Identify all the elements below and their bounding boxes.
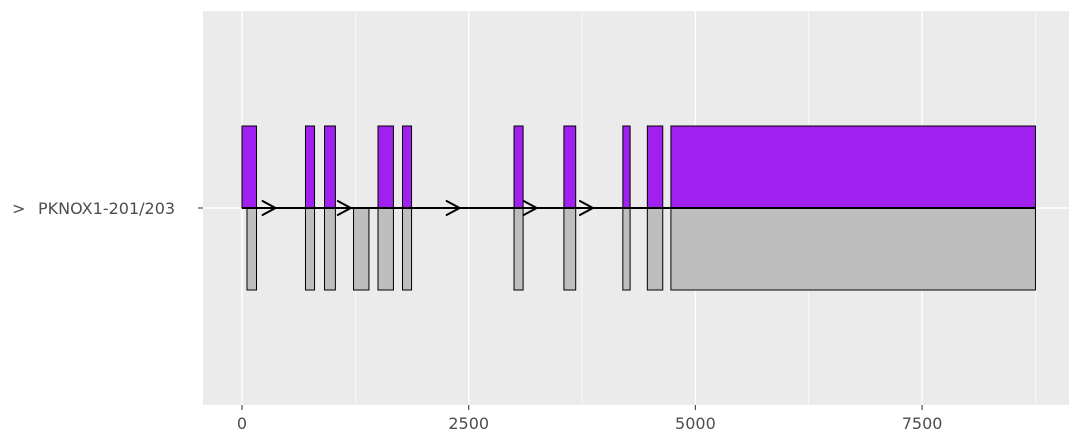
track-label: PKNOX1-201/203 bbox=[38, 199, 175, 218]
exon-block-isoform-b bbox=[401, 207, 413, 291]
exon-block-isoform-a bbox=[377, 125, 394, 209]
x-tick-label: 7500 bbox=[902, 414, 943, 433]
x-axis: 0 2500 5000 7500 bbox=[237, 405, 943, 433]
exon-block-isoform-a bbox=[401, 125, 413, 209]
exon-block-isoform-a bbox=[646, 125, 664, 209]
exon-block-isoform-b bbox=[670, 207, 1036, 291]
direction-arrow bbox=[336, 200, 352, 216]
exon-block-isoform-b bbox=[563, 207, 577, 291]
exon-block-isoform-b bbox=[353, 207, 370, 291]
exon-block-isoform-a bbox=[324, 125, 336, 209]
exon-block-isoform-a bbox=[513, 125, 524, 209]
exon-block-isoform-b bbox=[513, 207, 524, 291]
exon-block-isoform-a bbox=[670, 125, 1036, 209]
exon-block-isoform-b bbox=[246, 207, 258, 291]
exon-block-isoform-b bbox=[324, 207, 336, 291]
y-axis: > PKNOX1-201/203 bbox=[12, 199, 203, 218]
x-tick-label: 0 bbox=[237, 414, 247, 433]
track-strand-glyph: > bbox=[12, 199, 25, 218]
exon-block-isoform-a bbox=[622, 125, 631, 209]
direction-arrow bbox=[578, 200, 594, 216]
exon-block-isoform-a bbox=[241, 125, 258, 209]
direction-arrow bbox=[522, 200, 538, 216]
exon-block-isoform-b bbox=[646, 207, 664, 291]
exon-block-isoform-a bbox=[563, 125, 577, 209]
exon-block-isoform-a bbox=[304, 125, 316, 209]
x-tick-label: 5000 bbox=[675, 414, 716, 433]
x-tick-label: 2500 bbox=[448, 414, 489, 433]
exon-block-isoform-b bbox=[377, 207, 394, 291]
direction-arrow bbox=[261, 200, 277, 216]
direction-arrow bbox=[445, 200, 461, 216]
exon-block-isoform-b bbox=[304, 207, 316, 291]
exon-block-isoform-b bbox=[622, 207, 631, 291]
intron-line-group bbox=[241, 200, 1036, 216]
